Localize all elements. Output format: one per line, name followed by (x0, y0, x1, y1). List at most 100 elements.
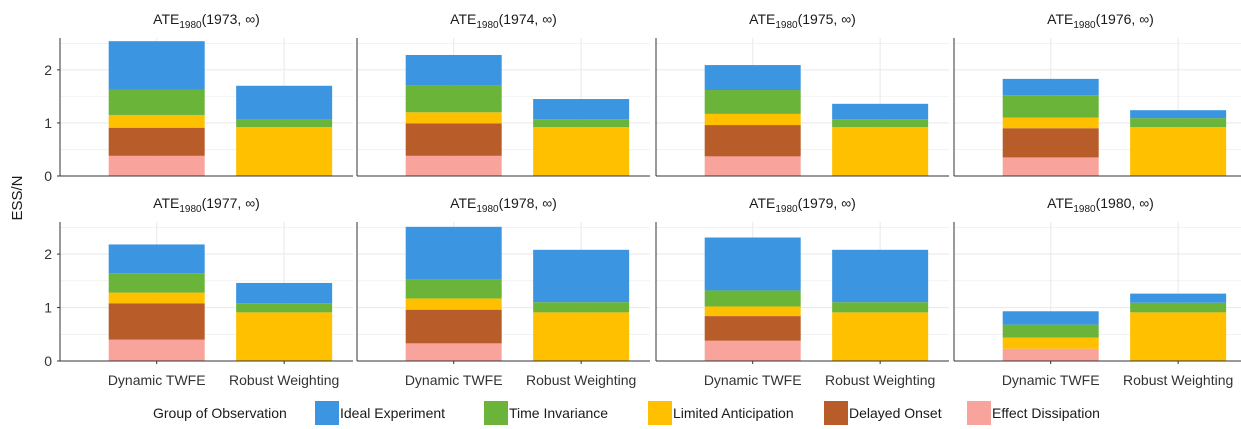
bar-segment-effect-dissipation (704, 156, 801, 176)
bar-segment-ideal-experiment (1002, 78, 1099, 96)
bar-segment-time-invariance (704, 290, 801, 307)
panel-8: ATE1980(1980, ∞) Dynamic TWFE Robust Weigh… (953, 195, 1241, 388)
bar-segment-time-invariance (1002, 324, 1099, 338)
bar-segment-limited-anticipation (108, 114, 205, 128)
legend-item-delayed-onset: Delayed Onset (824, 401, 942, 425)
panel-title-base: ATE (749, 11, 775, 27)
legend-label: Ideal Experiment (340, 405, 445, 421)
panel-title-rest: (1979, ∞) (798, 195, 856, 211)
panel-title-base: ATE (153, 11, 179, 27)
panel-title: ATE1980(1977, ∞) (153, 195, 260, 215)
y-tick-label: 2 (44, 62, 52, 78)
bar-segment-time-invariance (533, 119, 630, 128)
y-axis-label: ESS/N (9, 175, 26, 220)
panel-title: ATE1980(1975, ∞) (749, 11, 856, 31)
panel-title-base: ATE (1047, 11, 1073, 27)
panel-title-rest: (1978, ∞) (499, 195, 557, 211)
panel-title: ATE1980(1976, ∞) (1047, 11, 1154, 31)
legend-title: Group of Observation (153, 405, 287, 421)
panel-title-base: ATE (153, 195, 179, 211)
legend-item-time-invariance: Time Invariance (484, 401, 608, 425)
x-tick-label: Dynamic TWFE (405, 372, 503, 388)
x-tick-label: Dynamic TWFE (704, 372, 802, 388)
bar-segment-limited-anticipation (704, 113, 801, 126)
panel-title-rest: (1980, ∞) (1096, 195, 1154, 211)
panel-5: ATE1980(1977, ∞) 0 1 2 Dynamic TWFE Robust We… (44, 195, 353, 388)
bar-segment-time-invariance (405, 85, 502, 113)
bar-segment-limited-anticipation (704, 306, 801, 317)
legend-swatch (824, 401, 848, 425)
panel-title-subscript: 1980 (476, 20, 499, 31)
bar-segment-ideal-experiment (704, 65, 801, 91)
bar-segment-limited-anticipation (832, 127, 929, 176)
y-tick-label: 1 (44, 115, 52, 131)
panel-7: ATE1980(1979, ∞) Dynamic TWFE Robust Weigh… (655, 195, 949, 388)
legend-swatch (967, 401, 991, 425)
panel-1: ATE1980(1973, ∞) 0 1 2 (44, 11, 353, 184)
panel-title-rest: (1977, ∞) (202, 195, 260, 211)
y-tick-label: 2 (44, 246, 52, 262)
bar-segment-time-invariance (108, 273, 205, 293)
bar-segment-ideal-experiment (236, 85, 333, 120)
y-tick-label: 1 (44, 300, 52, 316)
bar-segment-effect-dissipation (1002, 157, 1099, 176)
panel-title-rest: (1976, ∞) (1096, 11, 1154, 27)
x-tick-label: Robust Weighting (229, 372, 339, 388)
panel-4: ATE1980(1976, ∞) (953, 11, 1241, 177)
panel-title-subscript: 1980 (179, 204, 202, 215)
panel-title-subscript: 1980 (179, 20, 202, 31)
bar-segment-ideal-experiment (832, 249, 929, 303)
legend-label: Time Invariance (509, 405, 608, 421)
bar-segment-limited-anticipation (1002, 117, 1099, 129)
bar-segment-delayed-onset (405, 309, 502, 344)
panel-title: ATE1980(1974, ∞) (450, 11, 557, 31)
bar-segment-time-invariance (108, 89, 205, 115)
panel-title: ATE1980(1978, ∞) (450, 195, 557, 215)
panel-title-base: ATE (749, 195, 775, 211)
bar-segment-time-invariance (236, 303, 333, 313)
bar-segment-delayed-onset (108, 303, 205, 340)
panel-title-subscript: 1980 (775, 20, 798, 31)
bar-segment-delayed-onset (704, 316, 801, 341)
panel-title-rest: (1975, ∞) (798, 11, 856, 27)
y-tick-label: 0 (44, 353, 52, 369)
bar-segment-time-invariance (1130, 302, 1227, 313)
bar-segment-limited-anticipation (405, 298, 502, 310)
bar-segment-limited-anticipation (236, 312, 333, 361)
bar-segment-limited-anticipation (832, 312, 929, 361)
panel-title: ATE1980(1973, ∞) (153, 11, 260, 31)
bar-segment-time-invariance (1002, 95, 1099, 118)
bar-segment-time-invariance (1130, 118, 1227, 128)
legend-label: Delayed Onset (849, 405, 942, 421)
panel-title-subscript: 1980 (476, 204, 499, 215)
legend-item-ideal-experiment: Ideal Experiment (315, 401, 445, 425)
bar-segment-time-invariance (236, 119, 333, 128)
panel-6: ATE1980(1978, ∞) Dynamic TWFE Robust Weigh… (356, 195, 650, 388)
x-tick-label: Dynamic TWFE (1002, 372, 1100, 388)
bar-segment-delayed-onset (405, 123, 502, 156)
bar-segment-time-invariance (832, 119, 929, 128)
bar-segment-ideal-experiment (108, 41, 205, 90)
bar-segment-ideal-experiment (236, 282, 333, 304)
x-tick-label: Dynamic TWFE (108, 372, 206, 388)
panel-title-base: ATE (450, 195, 476, 211)
bar-segment-effect-dissipation (108, 339, 205, 361)
panel-title-base: ATE (450, 11, 476, 27)
bar-segment-ideal-experiment (533, 99, 630, 120)
x-tick-label: Robust Weighting (1123, 372, 1233, 388)
bar-segment-time-invariance (533, 302, 630, 313)
legend-swatch (315, 401, 339, 425)
panel-title-rest: (1974, ∞) (499, 11, 557, 27)
bar-segment-time-invariance (405, 279, 502, 299)
legend-swatch (648, 401, 672, 425)
bar-segment-ideal-experiment (533, 249, 630, 303)
panel-title-base: ATE (1047, 195, 1073, 211)
legend: Group of Observation Ideal Experiment Time… (153, 401, 1100, 425)
bar-segment-limited-anticipation (1130, 127, 1227, 176)
bar-segment-effect-dissipation (108, 155, 205, 176)
bar-segment-ideal-experiment (1130, 110, 1227, 119)
bar-segment-delayed-onset (704, 125, 801, 157)
panel-title-rest: (1973, ∞) (202, 11, 260, 27)
